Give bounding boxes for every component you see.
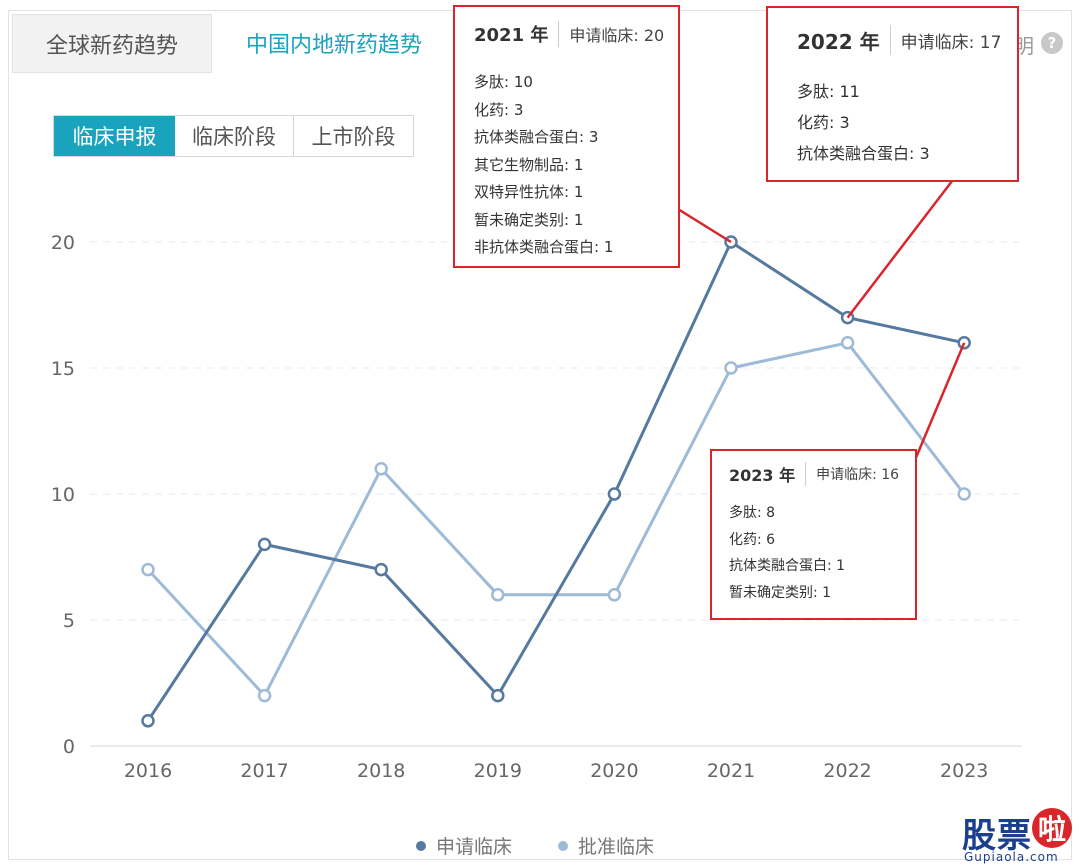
legend-dot-approve: [558, 840, 568, 851]
tooltip-2022-year: 2022 年: [797, 29, 880, 54]
data-point-apply: [141, 714, 155, 728]
tooltip-2021-row: 非抗体类融合蛋白: 1: [474, 238, 614, 256]
segment-clinical-application[interactable]: 临床申报: [54, 116, 175, 156]
tooltip-2021-row: 化药: 3: [474, 100, 524, 119]
tooltip-2022-row: 化药: 3: [797, 113, 850, 132]
data-point-approve: [374, 462, 388, 476]
tooltip-2023: 2023 年 申请临床: 16 多肽: 8 化药: 6 抗体类融合蛋白: 1 暂…: [710, 449, 917, 620]
series-line-apply: [146, 240, 965, 722]
tooltip-2023-row: 暂未确定类别: 1: [729, 584, 832, 601]
x-tick-label: 2019: [474, 760, 522, 782]
tooltip-2021: 2021 年 申请临床: 20 多肽: 10 化药: 3 抗体类融合蛋白: 3 …: [453, 5, 680, 268]
help-label[interactable]: 明: [1014, 34, 1034, 58]
data-point-apply: [607, 487, 622, 501]
y-tick-label: 20: [51, 232, 75, 254]
legend-label-approve: 批准临床: [578, 836, 655, 858]
tooltip-2023-row: 化药: 6: [729, 531, 776, 548]
tooltip-2021-row: 抗体类融合蛋白: 3: [474, 128, 599, 146]
legend-item-apply[interactable]: 申请临床: [416, 832, 512, 859]
x-tick-label: 2016: [124, 760, 172, 782]
data-point-apply: [374, 562, 388, 577]
x-tick-label: 2020: [590, 760, 638, 782]
data-point-apply: [491, 688, 505, 703]
stage-segmented-control: 临床申报 临床阶段 上市阶段: [53, 115, 414, 157]
x-tick-label: 2018: [357, 760, 405, 782]
tooltip-2022-row: 多肽: 11: [797, 82, 860, 101]
tooltip-2021-row: 多肽: 10: [474, 73, 533, 91]
legend-label-apply: 申请临床: [436, 836, 513, 858]
tab-global-trend[interactable]: 全球新药趋势: [12, 14, 212, 72]
tooltip-2023-year: 2023 年: [729, 466, 796, 485]
x-tick-label: 2017: [240, 760, 288, 782]
question-icon[interactable]: ?: [1041, 32, 1063, 54]
watermark-badge: 啦: [1032, 808, 1072, 848]
data-point-approve: [141, 562, 155, 577]
data-point-approve: [607, 588, 622, 602]
y-tick-label: 10: [51, 484, 75, 506]
watermark-site: Gupiaola.com: [964, 850, 1059, 864]
annotation-arrow: [846, 154, 973, 319]
y-tick-label: 15: [51, 358, 75, 380]
x-tick-label: 2023: [940, 760, 988, 782]
tooltip-2023-row: 多肽: 8: [729, 505, 776, 521]
watermark-logo-text: 股票: [962, 816, 1032, 856]
data-point-approve: [957, 487, 971, 501]
data-point-approve: [840, 336, 855, 350]
tab-divider: [12, 72, 212, 73]
data-point-approve: [491, 588, 505, 602]
tooltip-2022-apply-count: 申请临床: 17: [900, 32, 1002, 53]
tooltip-2021-year: 2021 年: [474, 25, 549, 46]
y-tick-label: 0: [63, 736, 75, 758]
tooltip-2021-row: 双特异性抗体: 1: [474, 183, 584, 201]
x-tick-label: 2021: [707, 760, 755, 782]
tooltip-2021-apply-count: 申请临床: 20: [569, 26, 665, 45]
tab-china-trend[interactable]: 中国内地新药趋势: [214, 14, 454, 72]
legend-item-approve[interactable]: 批准临床: [558, 832, 654, 859]
data-point-approve: [257, 688, 272, 703]
data-point-apply: [257, 537, 272, 552]
tooltip-2022-row: 抗体类融合蛋白: 3: [797, 144, 930, 163]
x-tick-label: 2022: [823, 760, 871, 782]
tooltip-2021-row: 其它生物制品: 1: [474, 155, 584, 174]
watermark-logo: 股票 啦 Gupiaola.com: [958, 808, 1076, 864]
data-point-approve: [724, 361, 738, 375]
tooltip-2023-apply-count: 申请临床: 16: [816, 467, 900, 483]
tooltip-2022: 2022 年 申请临床: 17 多肽: 11 化药: 3 抗体类融合蛋白: 3: [766, 6, 1019, 182]
legend-dot-apply: [416, 840, 426, 851]
tooltip-2021-row: 暂未确定类别: 1: [474, 210, 584, 229]
tooltip-2023-row: 抗体类融合蛋白: 1: [729, 558, 846, 574]
segment-market-stage[interactable]: 上市阶段: [311, 125, 396, 149]
y-tick-label: 5: [63, 610, 75, 632]
segment-clinical-stage[interactable]: 临床阶段: [175, 116, 294, 156]
